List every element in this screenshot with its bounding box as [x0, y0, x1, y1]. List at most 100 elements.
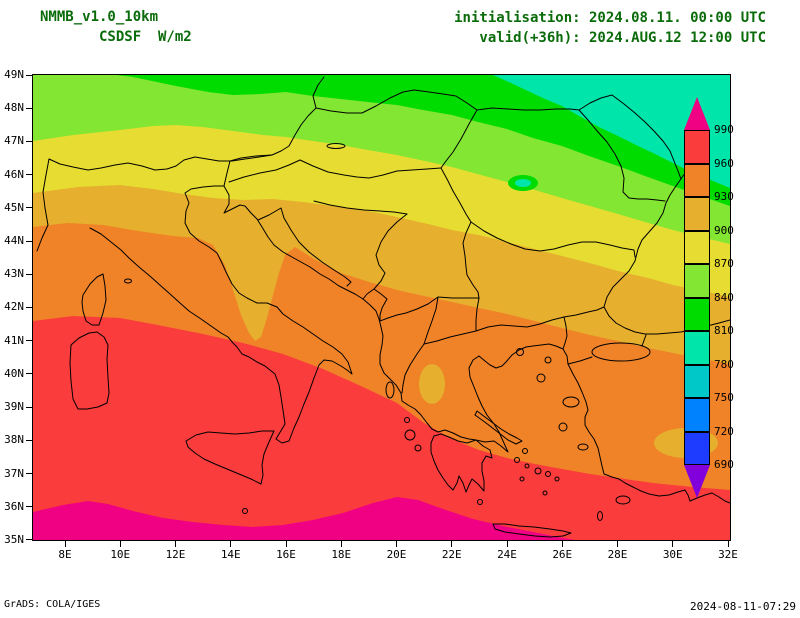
colorbar-label: 900 — [714, 223, 734, 237]
lat-tick-label: 47N — [4, 134, 24, 148]
island — [514, 457, 520, 463]
border — [401, 343, 425, 394]
lat-tick — [26, 107, 32, 109]
lon-tick-label: 14E — [220, 548, 241, 561]
island — [536, 373, 546, 383]
island — [534, 467, 542, 475]
grads-credit: GrADS: COLA/IGES — [4, 599, 101, 610]
island — [522, 448, 528, 454]
lon-tick — [396, 541, 397, 547]
coastline-sardinia — [69, 331, 110, 410]
border — [470, 221, 636, 258]
coastlines — [69, 143, 730, 538]
colorbar-label: 750 — [714, 391, 734, 404]
coastline-italy — [89, 185, 353, 444]
border — [315, 89, 478, 114]
border — [223, 154, 273, 187]
lake-balaton — [326, 143, 346, 149]
border — [271, 107, 317, 156]
lon-tick — [727, 541, 729, 547]
colorbar-arrow-up-icon — [684, 97, 710, 130]
lat-tick-label: 46N — [4, 167, 24, 181]
contour-patch-aqua-carpathians — [515, 179, 531, 187]
lat-tick-label: 38N — [4, 433, 24, 447]
lat-tick — [26, 74, 32, 76]
border — [312, 76, 325, 109]
map-frame — [32, 74, 731, 541]
lat-tick — [26, 539, 32, 541]
lat-tick-label: 40N — [4, 366, 24, 380]
lat-tick — [26, 140, 32, 142]
lat-tick — [26, 240, 32, 242]
lat-tick-label: 42N — [4, 300, 24, 314]
lon-tick-label: 30E — [662, 548, 683, 561]
border — [475, 316, 565, 332]
island — [242, 508, 248, 514]
colorbar-label: 840 — [714, 290, 734, 304]
border — [578, 109, 666, 202]
lat-tick-label: 43N — [4, 267, 24, 281]
border — [379, 296, 439, 322]
lat-tick-label: 37N — [4, 466, 24, 480]
border — [563, 306, 605, 318]
lon-tick-label: 32E — [718, 548, 738, 561]
coastline-peloponnese — [430, 433, 493, 493]
island — [524, 463, 530, 469]
colorbar-segment — [684, 331, 710, 365]
valid-time: valid(+36h): 2024.AUG.12 12:00 UTC — [479, 30, 766, 46]
creation-timestamp: 2024-08-11-07:29 — [690, 600, 796, 613]
lon-tick — [617, 541, 618, 547]
colorbar: 990 960 930 900 870 840 810 780 750 720 690 — [684, 97, 756, 503]
coastline-sicily — [185, 430, 275, 485]
lon-tick — [285, 541, 287, 547]
colorbar-segment — [684, 163, 710, 197]
border — [313, 200, 408, 215]
lon-tick-label: 22E — [441, 548, 462, 561]
island — [554, 476, 560, 482]
contour-bands — [33, 75, 730, 540]
lon-tick-label: 18E — [331, 548, 352, 561]
island — [516, 348, 524, 356]
island — [414, 444, 422, 452]
island — [577, 443, 589, 451]
colorbar-segment — [684, 130, 710, 164]
island — [519, 476, 525, 482]
island — [545, 471, 551, 477]
lon-tick — [506, 541, 508, 547]
lon-tick-label: 12E — [165, 548, 186, 561]
coastline-black-sea — [603, 156, 730, 335]
coastline-balkans-greece-turkey — [223, 185, 730, 504]
border — [299, 159, 370, 179]
colorbar-segment — [684, 364, 710, 398]
weather-map — [33, 75, 730, 540]
lon-tick-label: 26E — [552, 548, 573, 561]
island — [124, 278, 132, 284]
border — [476, 107, 580, 111]
coastline-marmara-sea — [591, 342, 651, 362]
lat-tick-label: 48N — [4, 101, 24, 115]
coastline-crete — [492, 523, 572, 538]
colorbar-segment — [684, 398, 710, 432]
time-header: initialisation: 2024.08.11. 00:00 UTC va… — [400, 8, 766, 48]
country-borders — [36, 76, 682, 394]
lon-tick-label: 20E — [386, 548, 407, 561]
island — [385, 381, 395, 399]
lon-tick — [561, 541, 563, 547]
border — [440, 167, 472, 223]
border — [440, 109, 478, 169]
lon-tick — [451, 541, 453, 547]
colorbar-label: 780 — [714, 357, 734, 371]
border — [257, 207, 352, 287]
island — [542, 490, 548, 496]
border — [368, 167, 442, 179]
lat-tick — [26, 306, 32, 308]
lat-tick-label: 39N — [4, 400, 24, 414]
border — [423, 296, 480, 345]
border — [578, 94, 682, 180]
contour-band-aqua — [493, 75, 730, 188]
border — [36, 154, 273, 252]
colorbar-segment — [684, 230, 710, 264]
coastline-corsica — [81, 273, 107, 326]
island — [544, 356, 552, 364]
